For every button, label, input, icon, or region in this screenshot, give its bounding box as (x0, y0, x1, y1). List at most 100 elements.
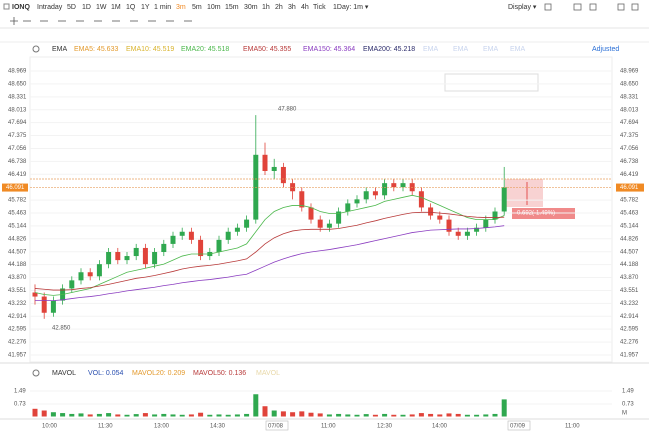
volume-bar (41, 410, 47, 417)
volume-bar (179, 414, 185, 417)
vol-settings-icon[interactable] (32, 369, 40, 377)
interval-button[interactable]: Tick (313, 4, 326, 11)
volume-bar (133, 414, 139, 417)
volume-bar (124, 414, 130, 417)
interval-button[interactable]: 1Q (126, 4, 136, 11)
candle-body (115, 252, 121, 261)
left-price-label: 48.650 (8, 81, 27, 87)
candle-body (326, 223, 332, 228)
left-price-label: 47.056 (8, 146, 27, 152)
volume-bar (428, 413, 434, 417)
volume-bar (115, 414, 121, 417)
candle-body (198, 239, 204, 257)
inactive-indicator[interactable]: EMA (483, 46, 499, 53)
interval-button[interactable]: 5m (192, 4, 202, 11)
ema-line (34, 194, 505, 296)
settings-icon[interactable] (32, 45, 40, 53)
right-price-label: 44.507 (620, 249, 639, 255)
interval-button[interactable]: 1h (262, 4, 270, 11)
candle-body (382, 183, 388, 196)
volume-bar (391, 414, 397, 417)
candle-body (501, 187, 507, 212)
interval-button[interactable]: 30m (244, 4, 258, 11)
inactive-indicator[interactable]: EMA (510, 46, 526, 53)
right-price-label: 47.375 (620, 133, 639, 139)
candle-body (142, 247, 148, 265)
time-label: 14:30 (210, 424, 226, 430)
volume-bar (161, 413, 167, 417)
interval-button[interactable]: 4h (301, 4, 309, 11)
candle-body (483, 219, 489, 228)
volume-bar (262, 406, 268, 417)
interval-button[interactable]: 3h (288, 4, 296, 11)
candle-body (41, 296, 47, 313)
vol-left-label: 0.73 (14, 402, 26, 408)
right-price-label: 48.331 (620, 94, 639, 100)
candle-body (161, 243, 167, 253)
display-menu[interactable]: Display ▾ (508, 4, 537, 11)
right-price-label: 42.595 (620, 327, 639, 333)
interval-button[interactable]: 5D (67, 4, 76, 11)
vol-right-label: 1.49 (622, 389, 634, 395)
current-price-left: 46.091 (6, 185, 25, 191)
adjusted[interactable]: Adjusted (592, 46, 619, 53)
plot-area (29, 56, 613, 363)
interval-button[interactable]: 15m (225, 4, 239, 11)
right-price-label: 47.694 (620, 120, 639, 126)
right-price-label: 45.782 (620, 198, 639, 204)
interval-button[interactable]: 1W (96, 4, 107, 11)
vol-indicator: MAVOL20: 0.209 (132, 370, 185, 377)
volume-bar (188, 414, 194, 417)
candle-body (464, 231, 470, 236)
candle-body (391, 183, 397, 188)
time-label: 07/09 (510, 424, 526, 430)
time-label: 11:00 (565, 424, 580, 430)
interval-button[interactable]: Intraday (37, 4, 63, 11)
interval-button[interactable]: 2h (275, 4, 283, 11)
indicator-value: EMA20: 45.518 (181, 46, 229, 53)
volume-bar (78, 413, 84, 417)
right-price-label: 47.056 (620, 146, 639, 152)
vol-name: MAVOL (52, 370, 76, 377)
vol-unit: M (622, 411, 627, 417)
volume-bar (96, 413, 102, 417)
left-price-label: 44.507 (8, 249, 27, 255)
interval-button[interactable]: 3m (176, 4, 186, 11)
time-label: 07/08 (268, 424, 284, 430)
volume-bar (363, 414, 369, 417)
volume-bar (409, 414, 415, 417)
vol-inactive[interactable]: MAVOL (256, 370, 280, 377)
interval-button[interactable]: 1M (111, 4, 121, 11)
interval-button[interactable]: 1Day: 1m ▾ (333, 4, 369, 11)
candle-body (280, 166, 286, 184)
interval-button[interactable]: 10m (207, 4, 221, 11)
inactive-indicator[interactable]: EMA (423, 46, 439, 53)
ema-line (34, 211, 505, 291)
interval-button[interactable]: 1D (82, 4, 91, 11)
candle-body (308, 207, 314, 220)
right-price-label: 43.551 (620, 288, 639, 294)
left-price-label: 44.188 (8, 262, 27, 268)
candle-body (124, 256, 130, 261)
symbol[interactable]: IONQ (12, 4, 30, 11)
indicator-value: EMA200: 45.218 (363, 46, 415, 53)
candle-body (317, 219, 323, 228)
volume-bar (483, 414, 489, 417)
candle-body (363, 191, 369, 200)
candle-body (345, 203, 351, 212)
candle-body (179, 231, 185, 236)
interval-button[interactable]: 1 min (154, 4, 171, 11)
inactive-indicator[interactable]: EMA (453, 46, 469, 53)
left-price-label: 41.957 (8, 353, 27, 359)
volume-bar (501, 399, 507, 417)
candle-body (244, 219, 250, 228)
interval-button[interactable]: 1Y (141, 4, 150, 11)
candle-body (32, 292, 38, 297)
volume-bar (225, 414, 231, 417)
volume-bar (492, 413, 498, 417)
volume-bar (87, 414, 93, 417)
candle-body (409, 183, 415, 192)
checkbox[interactable] (3, 3, 10, 10)
volume-bar (326, 414, 332, 417)
